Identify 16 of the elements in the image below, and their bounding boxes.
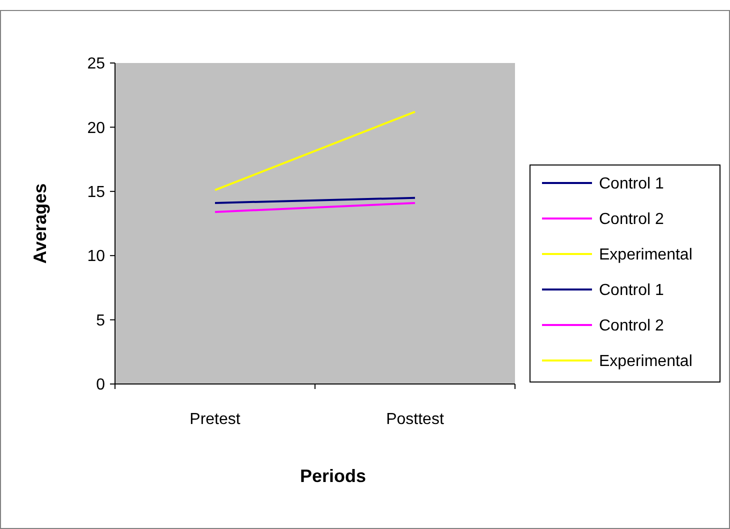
legend-label: Control 2 [599,211,664,228]
x-tick-label: Pretest [190,411,241,428]
y-tick-label: 5 [96,312,106,330]
y-tick-label: 20 [87,120,106,137]
legend-label: Control 1 [599,176,664,193]
legend-label: Experimental [599,246,692,264]
y-tick-label: 15 [87,184,106,201]
legend-label: Experimental [599,353,692,370]
x-tick-label: Posttest [386,411,444,428]
y-tick-label: 0 [96,376,106,394]
y-tick-label: 25 [87,56,106,73]
legend-label: Control 1 [599,282,664,300]
legend-label: Control 2 [599,318,664,335]
y-axis-title: Averages [30,183,50,264]
x-axis-title: Periods [300,466,366,486]
y-tick-label: 10 [87,248,106,266]
